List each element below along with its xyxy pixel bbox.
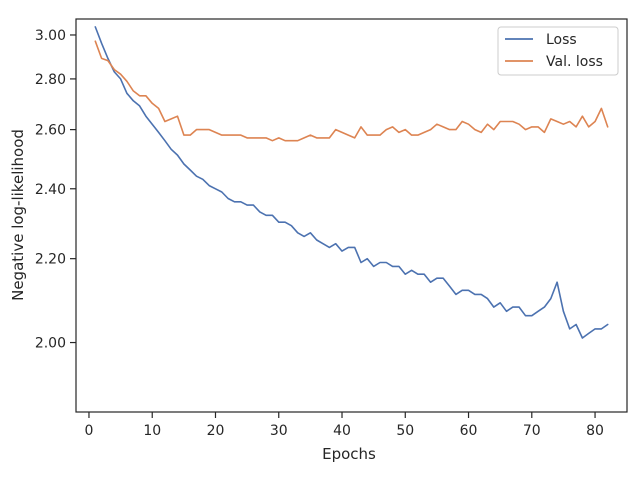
x-tick-label: 10 [143,423,161,439]
x-tick-label: 60 [460,423,478,439]
y-axis: 2.00 2.20 2.40 2.60 2.80 3.00 [35,28,76,352]
x-tick-label: 0 [85,423,94,439]
y-tick-label: 2.40 [35,182,66,198]
series-line-2 [94,40,609,142]
y-tick-label: 2.60 [35,123,66,139]
x-tick-label: 30 [270,423,288,439]
x-tick-label: 80 [586,423,604,439]
series-line-1 [94,26,609,339]
y-axis-label: Negative log-likelihood [9,129,27,301]
y-tick-label: 2.20 [35,252,66,268]
x-tick-label: 70 [523,423,541,439]
legend-label-2: Val. loss [546,54,603,70]
x-tick-label: 50 [396,423,414,439]
x-axis: 0 10 20 30 40 50 60 70 80 [85,412,604,439]
series-layer [94,26,609,339]
x-tick-label: 40 [333,423,351,439]
y-tick-label: 3.00 [35,28,66,44]
legend: Loss Val. loss [497,26,619,76]
legend-label-1: Loss [546,32,577,48]
x-axis-label: Epochs [322,445,376,463]
x-tick-label: 20 [207,423,225,439]
y-tick-label: 2.80 [35,72,66,88]
plot-frame [75,18,628,413]
y-tick-label: 2.00 [35,336,66,352]
